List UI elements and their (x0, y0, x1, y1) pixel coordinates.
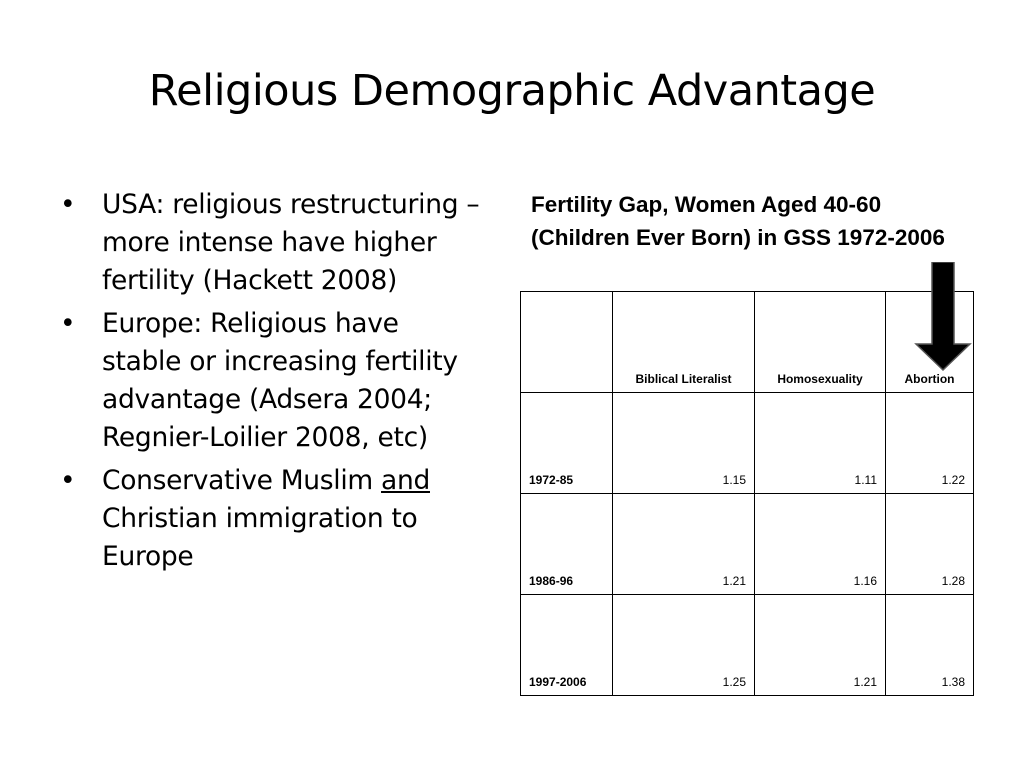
bullet-usa: USA: religious restructuring – more inte… (60, 186, 480, 300)
bullet-immigration-underlined: and (381, 465, 430, 496)
fertility-table: Biblical Literalist Homosexuality Aborti… (520, 291, 974, 696)
header-homosexuality: Homosexuality (754, 291, 886, 393)
table-row: 1986-96 1.21 1.16 1.28 (520, 493, 974, 595)
table-cell: 1.21 (612, 493, 755, 595)
slide-title: Religious Demographic Advantage (148, 66, 876, 116)
table-cell: 1.25 (612, 594, 755, 696)
table-title: Fertility Gap, Women Aged 40-60 (Childre… (531, 192, 945, 250)
bullet-usa-text: USA: religious restructuring – more inte… (102, 189, 480, 296)
table-cell: 1.11 (754, 392, 886, 494)
down-arrow-icon (914, 262, 972, 372)
table-row: 1997-2006 1.25 1.21 1.38 (520, 594, 974, 696)
table-header-row: Biblical Literalist Homosexuality Aborti… (520, 291, 974, 393)
bullet-europe: Europe: Religious have stable or increas… (60, 305, 480, 457)
header-biblical-literalist: Biblical Literalist (612, 291, 755, 393)
bullet-immigration-text-1: Conservative Muslim (102, 465, 382, 496)
row-label: 1997-2006 (520, 594, 613, 696)
table-cell: 1.16 (754, 493, 886, 595)
header-empty (520, 291, 613, 393)
table-cell: 1.22 (885, 392, 974, 494)
table-cell: 1.21 (754, 594, 886, 696)
table-cell: 1.38 (885, 594, 974, 696)
bullet-list: USA: religious restructuring – more inte… (60, 186, 480, 581)
bullet-immigration-text-2: Christian immigration to Europe (102, 503, 418, 572)
table-cell: 1.15 (612, 392, 755, 494)
bullet-immigration: Conservative Muslim and Christian immigr… (60, 462, 480, 576)
bullet-europe-text: Europe: Religious have stable or increas… (102, 308, 458, 453)
header-abortion: Abortion (885, 291, 974, 393)
table-row: 1972-85 1.15 1.11 1.22 (520, 392, 974, 494)
row-label: 1986-96 (520, 493, 613, 595)
row-label: 1972-85 (520, 392, 613, 494)
table-cell: 1.28 (885, 493, 974, 595)
